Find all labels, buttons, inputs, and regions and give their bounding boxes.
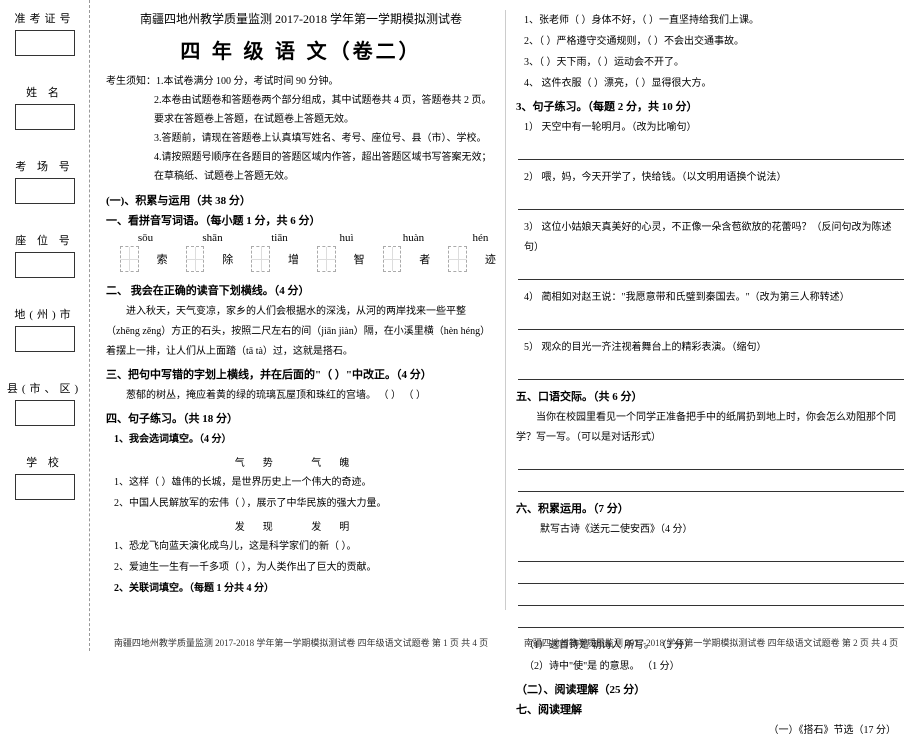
paragraph: 当你在校园里看见一个同学正准备把手中的纸屑扔到地上时，你会怎么劝阻那个同学？写一… [516,408,906,448]
answer-line [518,316,904,330]
pinyin: sōu [130,232,161,244]
answer-line [518,456,904,470]
char-box [383,246,402,272]
binding-item: 姓 名 [4,84,85,130]
binding-box [15,326,75,352]
notice-block: 考生须知：1.本试卷满分 100 分，考试时间 90 分钟。 2.本卷由试题卷和… [106,72,496,186]
question-heading: 二、 我会在正确的读音下划横线。（4 分） [106,282,496,298]
pinyin: hén [465,232,496,244]
question-heading: 四、句子练习。（共 18 分） [106,410,496,426]
binding-box [15,252,75,278]
binding-item: 座 位 号 [4,232,85,278]
pinyin: huì [331,232,362,244]
question-heading: 五、口语交际。（共 6 分） [516,388,906,404]
char-box [251,246,270,272]
section-heading: (一)、积累与运用（共 38 分） [106,192,496,208]
answer-line [518,146,904,160]
answer-line [518,266,904,280]
binding-item: 县(市、区) [4,380,85,426]
item: 1） 天空中有一轮明月。（改为比喻句） [516,118,906,138]
sub-question: 1、我会选词填空。（4 分） [106,430,496,450]
char-box [186,246,205,272]
binding-item: 准考证号 [4,10,85,56]
item: 2、中国人民解放军的宏伟（ ），展示了中华民族的强大力量。 [106,494,496,514]
binding-label: 考 场 号 [4,158,85,174]
subsection-title: （一）《搭石》节选（17 分） [516,721,906,741]
sub-question: 2、关联词填空。（每题 1 分共 4 分） [106,579,496,599]
pinyin: tiān [264,232,295,244]
item: 3） 这位小姑娘天真美好的心灵，不正像一朵含苞欲放的花蕾吗？（反问句改为陈述句） [516,218,906,258]
page-footer: 南疆四地州教学质量监测 2017-2018 学年第一学期模拟测试卷 四年级语文试… [100,636,502,649]
binding-item: 地(州)市 [4,306,85,352]
answer-line [518,478,904,492]
binding-label: 姓 名 [4,84,85,100]
word-choices: 发现 发明 [106,518,496,533]
item: 4） 蔺相如对赵王说："我愿意带和氏璧到秦国去。"（改为第三人称转述） [516,288,906,308]
item: 3、（ ）天下雨，（ ）运动会不开了。 [516,53,906,73]
char: 索 [157,251,168,267]
answer-line [518,592,904,606]
notice-line: 3.答题前，请现在答题卷上认真填写姓名、考号、座位号、县（市）、学校。 [106,129,496,148]
binding-box [15,474,75,500]
binding-label: 座 位 号 [4,232,85,248]
notice-line: 4.请按照题号顺序在各题目的答题区域内作答，超出答题区域书写答案无效；在草稿纸、… [106,148,496,186]
page-divider [505,10,506,610]
char-row: 索 除 增 智 者 迹 [106,246,496,272]
question-heading: 三、把句中写错的字划上横线，并在后面的"（ ）"中改正。（4 分） [106,366,496,382]
item: 2） 喂，妈，今天开学了，快给钱。（以文明用语换个说法） [516,168,906,188]
binding-box [15,400,75,426]
paragraph: 进入秋天，天气变凉，家乡的人们会根据水的深浅，从河的两岸找来一些平整（zhēng… [106,302,496,362]
notice-line: 2.本卷由试题卷和答题卷两个部分组成，其中试题卷共 4 页，答题卷共 2 页。要… [106,91,496,129]
char: 者 [419,251,430,267]
answer-line [518,196,904,210]
item: 4、 这件衣服（ ）漂亮，（ ）显得很大方。 [516,74,906,94]
binding-label: 准考证号 [4,10,85,26]
pinyin: huàn [398,232,429,244]
item: 2、爱迪生一生有一千多项（ ），为人类作出了巨大的贡献。 [106,558,496,578]
binding-box [15,104,75,130]
paragraph: 葱郁的树丛，掩应着黄的绿的琉璃瓦屋顶和珠红的宫墙。 （ ） （ ） [106,386,496,406]
binding-label: 学 校 [4,454,85,470]
char-box [448,246,467,272]
binding-column: 准考证号 姓 名 考 场 号 座 位 号 地(州)市 县(市、区) 学 校 [0,0,90,651]
binding-box [15,178,75,204]
word-choices: 气势 气魄 [106,454,496,469]
binding-label: 县(市、区) [4,380,85,396]
page-footer: 南疆四地州教学质量监测 2017-2018 学年第一学期模拟测试卷 四年级语文试… [510,636,912,649]
answer-line [518,366,904,380]
exam-header: 南疆四地州教学质量监测 2017-2018 学年第一学期模拟测试卷 [106,10,496,27]
sub-question: 3、句子练习。（每题 2 分，共 10 分） [516,98,906,114]
item: 1、这样（ ）雄伟的长城，是世界历史上一个伟大的奇迹。 [106,473,496,493]
item: （2）诗中"使"是 的意思。 （1 分） [516,657,906,677]
answer-line [518,614,904,628]
binding-item: 考 场 号 [4,158,85,204]
char: 智 [354,251,365,267]
char: 迹 [485,251,496,267]
exam-title: 四 年 级 语 文（卷二） [106,35,496,64]
section-heading: 七、阅读理解 [516,701,906,717]
item: 5） 观众的目光一齐注视着舞台上的精彩表演。（缩句） [516,338,906,358]
notice-line: 1.本试卷满分 100 分，考试时间 90 分钟。 [156,76,339,87]
pinyin: shān [197,232,228,244]
char-box [120,246,139,272]
notice-lead: 考生须知： [106,76,156,87]
item: 2、（ ）严格遵守交通规则，（ ）不会出交通事故。 [516,32,906,52]
answer-line [518,570,904,584]
item: 1、恐龙飞向蓝天演化成鸟儿，这是科学家们的新（ ）。 [106,537,496,557]
binding-label: 地(州)市 [4,306,85,322]
question-heading: 一、看拼音写词语。（每小题 1 分，共 6 分） [106,212,496,228]
binding-box [15,30,75,56]
section-heading: （二）、阅读理解（25 分） [516,681,906,697]
page-2: 1、张老师（ ）身体不好，（ ）一直坚持给我们上课。 2、（ ）严格遵守交通规则… [510,0,912,610]
char: 增 [288,251,299,267]
binding-item: 学 校 [4,454,85,500]
item: 1、张老师（ ）身体不好，（ ）一直坚持给我们上课。 [516,11,906,31]
page-1: 南疆四地州教学质量监测 2017-2018 学年第一学期模拟测试卷 四 年 级 … [100,0,502,610]
item: 默写古诗《送元二使安西》（4 分） [516,520,906,540]
section-heading: 六、积累运用。（7 分） [516,500,906,516]
char: 除 [222,251,233,267]
char-box [317,246,336,272]
pinyin-row: sōu shān tiān huì huàn hén [106,232,496,244]
answer-line [518,548,904,562]
